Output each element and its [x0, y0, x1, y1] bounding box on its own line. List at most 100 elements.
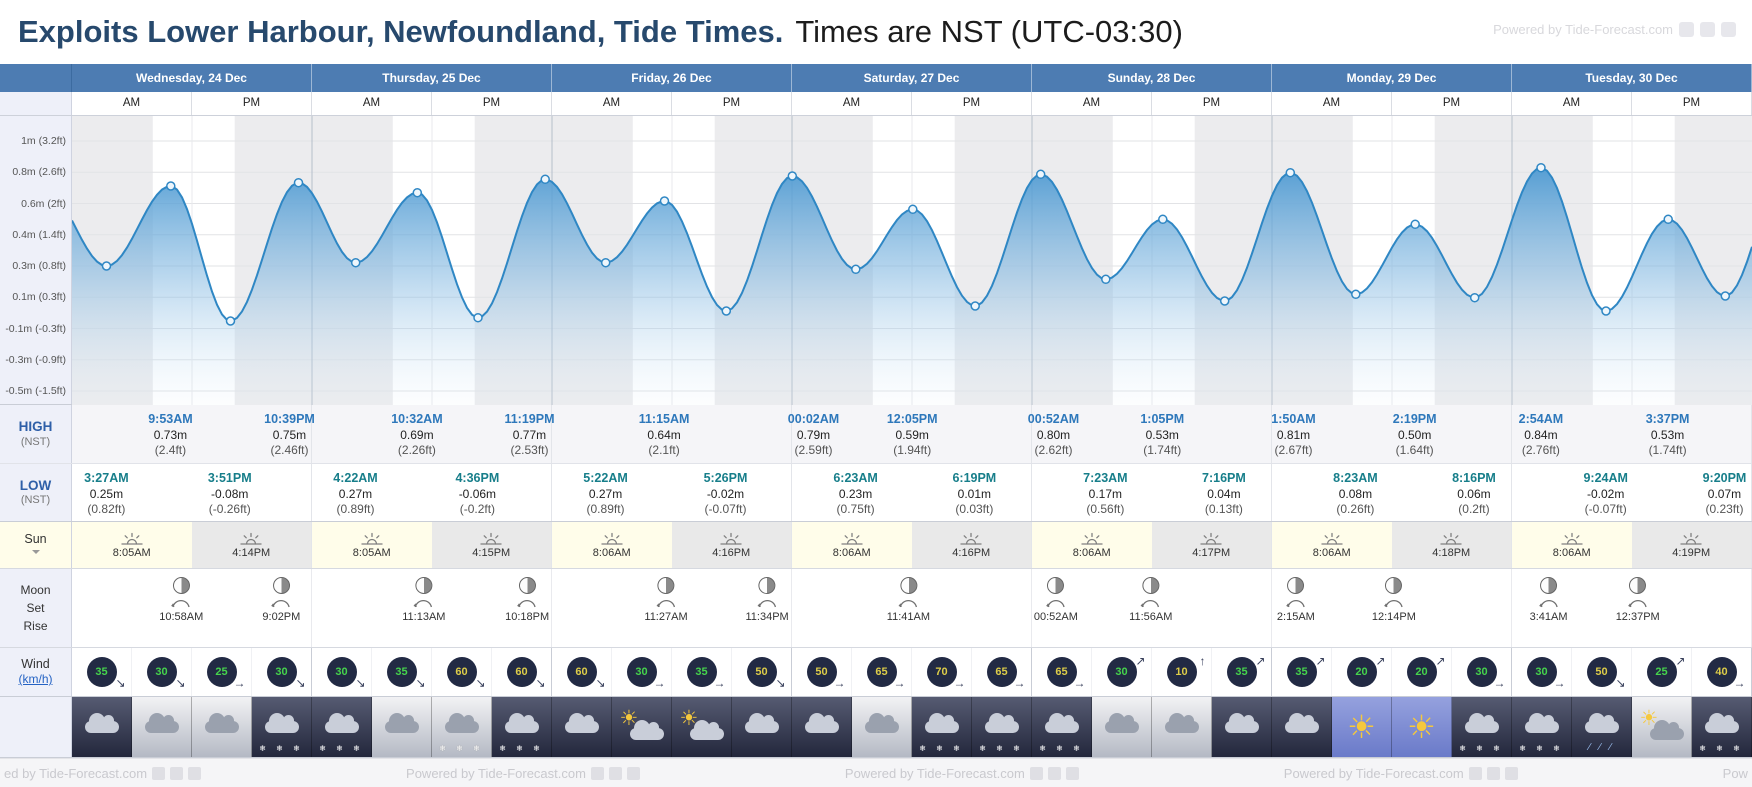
- social-icon[interactable]: [1486, 766, 1500, 780]
- social-icon[interactable]: [608, 766, 622, 780]
- powered-by-footer-link[interactable]: Pow: [1723, 766, 1748, 781]
- low-tide-entry: 8:23AM 0.08m (0.26ft): [1333, 471, 1377, 517]
- moon-set-time: 11:56AM: [1129, 611, 1173, 623]
- high-nst-label: (NST): [20, 435, 51, 448]
- weather-icon-snow: ❄ ❄ ❄: [492, 697, 552, 757]
- weather-icon-cloud: [1272, 697, 1332, 757]
- sunrise-time: 8:06AM: [1552, 546, 1591, 559]
- social-icon[interactable]: [1047, 766, 1061, 780]
- sunset-icon: [1200, 532, 1222, 545]
- weather-icon-snow: ❄ ❄ ❄: [1692, 697, 1752, 757]
- powered-by-header-link[interactable]: Powered by Tide-Forecast.com: [1493, 22, 1736, 37]
- powered-by-footer-text[interactable]: Powered by Tide-Forecast.com: [1283, 765, 1464, 781]
- social-icon[interactable]: [1700, 22, 1715, 37]
- tide-height-m: 0.50m: [1397, 427, 1432, 442]
- social-icon[interactable]: [170, 766, 184, 780]
- social-icon[interactable]: [1504, 766, 1518, 780]
- high-tide-day-0: 9:53AM 0.73m (2.4ft) 10:39PM 0.75m (2.46ft): [72, 405, 315, 463]
- social-icon[interactable]: [590, 766, 604, 780]
- powered-by-footer-link[interactable]: Powered by Tide-Forecast.com: [406, 766, 640, 781]
- moon-phase-icon: [657, 577, 675, 594]
- social-icon[interactable]: [1468, 766, 1482, 780]
- powered-by-footer-link[interactable]: Powered by Tide-Forecast.com: [1284, 766, 1518, 781]
- powered-by-footer-text[interactable]: Pow: [1722, 765, 1748, 781]
- wind-unit-link[interactable]: (km/h): [18, 672, 53, 687]
- sun-behind-cloud-icon: ☀: [619, 707, 665, 743]
- moon-rise-icon: [270, 597, 292, 608]
- low-tide-day-0: 3:27AM 0.25m (0.82ft) 3:51PM -0.08m (-0.26ft): [72, 464, 312, 521]
- wind-cell: 35 →: [672, 648, 732, 696]
- powered-by-footer-text[interactable]: Powered by Tide-Forecast.com: [844, 765, 1025, 781]
- wind-speed-badge: 60 ↘: [506, 657, 546, 689]
- moon-rise-time: 11:34PM: [745, 611, 789, 623]
- wind-cell: 30 →: [1512, 648, 1572, 696]
- wind-speed-badge: 50 ↘: [1586, 657, 1626, 689]
- sunrise-icon: [601, 532, 623, 545]
- wind-speed-value: 35: [395, 666, 408, 678]
- sunrise-time: 8:06AM: [1312, 546, 1351, 559]
- sun-day-2: 8:06AM 4:16PM: [552, 522, 792, 568]
- ampm-cells-day-2: AM PM: [552, 92, 792, 115]
- tide-height-ft: (-0.07ft): [704, 501, 747, 516]
- tide-height-m: 0.69m: [400, 427, 434, 442]
- tide-height-ft: (1.74ft): [1648, 442, 1687, 457]
- powered-by-footer-text[interactable]: Powered by Tide-Forecast.com: [406, 765, 586, 781]
- social-icon[interactable]: [1679, 22, 1694, 37]
- sunset-cell: 4:19PM: [1631, 522, 1751, 568]
- moon-phase-icon: [1287, 577, 1305, 594]
- social-icon[interactable]: [1029, 766, 1043, 780]
- social-icon[interactable]: [1065, 766, 1079, 780]
- wind-cell: 50 ↘: [1572, 648, 1632, 696]
- wind-speed-value: 10: [1175, 666, 1188, 678]
- sunrise-cell: 8:06AM: [1512, 522, 1632, 568]
- moon-rise-time: 10:18PM: [505, 611, 550, 623]
- low-tide-entry: 5:22AM 0.27m (0.89ft): [583, 471, 627, 517]
- tide-height-ft: (0.2ft): [1458, 501, 1490, 516]
- tide-height-m: 0.77m: [512, 427, 547, 442]
- tide-time: 8:16PM: [1452, 471, 1496, 485]
- page-header: Exploits Lower Harbour, Newfoundland, Ti…: [0, 0, 1752, 64]
- powered-by-text[interactable]: Powered by Tide-Forecast.com: [1493, 22, 1673, 37]
- weather-icon-cloud: [792, 697, 852, 757]
- moon-phase-icon: [899, 577, 917, 594]
- day-header-3: Saturday, 27 Dec: [792, 64, 1032, 92]
- low-tide-row-label: LOW (NST): [0, 464, 72, 521]
- sun-row-expand-icon[interactable]: [31, 550, 40, 558]
- moon-day-1: 11:13AM 10:18PM: [312, 569, 552, 647]
- tide-time: 1:05PM: [1140, 412, 1185, 426]
- powered-by-footer-link[interactable]: Powered by Tide-Forecast.com: [845, 766, 1079, 781]
- social-icon[interactable]: [626, 766, 640, 780]
- timezone-note: Times are NST (UTC-03:30): [795, 14, 1183, 49]
- low-tide-entry: 4:36PM -0.06m (-0.2ft): [455, 471, 499, 517]
- wind-label: Wind: [21, 657, 50, 672]
- powered-by-footer-link[interactable]: ed by Tide-Forecast.com: [4, 765, 202, 781]
- sun-icon: ☀: [619, 707, 639, 730]
- wind-speed-value: 35: [695, 666, 708, 678]
- social-icon[interactable]: [188, 766, 202, 780]
- tide-time: 3:51PM: [207, 471, 252, 485]
- sun-day-5: 8:06AM 4:18PM: [1272, 522, 1512, 568]
- moon-set-event: 12:14PM: [1372, 577, 1416, 623]
- wind-direction-arrow: →: [1013, 676, 1026, 690]
- wind-direction-arrow: ↗: [1255, 654, 1266, 668]
- social-icon[interactable]: [152, 766, 166, 780]
- weather-icon-snow: ❄ ❄ ❄: [972, 697, 1032, 757]
- wind-direction-arrow: →: [713, 676, 726, 690]
- tide-height-ft: (2.4ft): [154, 442, 187, 457]
- wind-cell: 35 ↘: [72, 648, 132, 696]
- wind-direction-arrow: →: [833, 676, 846, 690]
- sunrise-time: 8:06AM: [832, 546, 871, 559]
- wind-speed-value: 35: [95, 666, 108, 678]
- social-icon[interactable]: [1721, 22, 1736, 37]
- powered-by-footer-text[interactable]: ed by Tide-Forecast.com: [4, 765, 148, 781]
- day-header-2: Friday, 26 Dec: [552, 64, 792, 92]
- wind-direction-arrow: →: [953, 676, 966, 690]
- high-tide-day-5: 1:50AM 0.81m (2.67ft) 2:19PM 0.50m (1.64ft): [1271, 405, 1512, 463]
- wind-speed-value: 60: [455, 666, 468, 678]
- low-tide-entry: 6:23AM 0.23m (0.75ft): [833, 471, 877, 517]
- moon-set-icon: [413, 597, 435, 608]
- tide-time: 4:22AM: [333, 471, 378, 485]
- tide-height-m: -0.06m: [458, 486, 497, 501]
- high-tide-entry: 2:19PM 0.50m (1.64ft): [1393, 412, 1437, 458]
- tide-time: 9:20PM: [1702, 471, 1747, 485]
